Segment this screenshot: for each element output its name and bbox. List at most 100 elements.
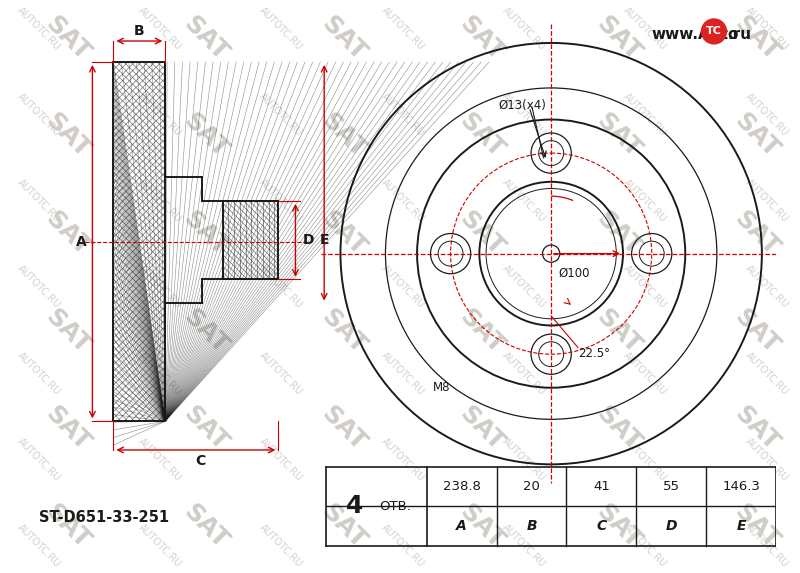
Text: Ø100: Ø100: [559, 267, 590, 280]
Text: SAT: SAT: [178, 206, 233, 261]
Text: SAT: SAT: [592, 11, 646, 65]
Text: A: A: [456, 519, 467, 533]
Text: AUTOTC.RU: AUTOTC.RU: [15, 350, 62, 397]
Text: AUTOTC.RU: AUTOTC.RU: [501, 350, 547, 397]
Text: SAT: SAT: [592, 304, 646, 358]
Text: SAT: SAT: [178, 304, 233, 358]
Text: AUTOTC.RU: AUTOTC.RU: [379, 523, 426, 569]
Text: AUTOTC.RU: AUTOTC.RU: [622, 350, 669, 397]
Text: AUTOTC.RU: AUTOTC.RU: [379, 178, 426, 225]
Text: SAT: SAT: [41, 304, 94, 358]
Circle shape: [702, 19, 726, 44]
Text: AUTOTC.RU: AUTOTC.RU: [379, 91, 426, 138]
Text: AUTOTC.RU: AUTOTC.RU: [743, 178, 790, 225]
Text: E: E: [319, 233, 329, 247]
Text: SAT: SAT: [41, 11, 94, 65]
Text: SAT: SAT: [41, 402, 94, 456]
Text: AUTOTC.RU: AUTOTC.RU: [379, 5, 426, 52]
Text: AUTOTC.RU: AUTOTC.RU: [258, 264, 305, 311]
Text: AUTOTC.RU: AUTOTC.RU: [501, 436, 547, 483]
Text: SAT: SAT: [592, 206, 646, 261]
Text: TC: TC: [706, 26, 722, 37]
Text: C: C: [596, 519, 606, 533]
Text: AUTOTC.RU: AUTOTC.RU: [137, 436, 183, 483]
Text: SAT: SAT: [454, 402, 508, 456]
Text: AUTOTC.RU: AUTOTC.RU: [622, 91, 669, 138]
Text: SAT: SAT: [178, 109, 233, 163]
Text: AUTOTC.RU: AUTOTC.RU: [258, 178, 305, 225]
Text: AUTOTC.RU: AUTOTC.RU: [501, 178, 547, 225]
Text: SAT: SAT: [454, 11, 508, 65]
Text: AUTOTC.RU: AUTOTC.RU: [258, 350, 305, 397]
Text: AUTOTC.RU: AUTOTC.RU: [622, 5, 669, 52]
Text: SAT: SAT: [730, 206, 784, 261]
Text: AUTOTC.RU: AUTOTC.RU: [137, 91, 183, 138]
Text: SAT: SAT: [592, 500, 646, 554]
Text: AUTOTC.RU: AUTOTC.RU: [137, 264, 183, 311]
Text: AUTOTC.RU: AUTOTC.RU: [622, 178, 669, 225]
Text: AUTOTC.RU: AUTOTC.RU: [501, 264, 547, 311]
Text: AUTOTC.RU: AUTOTC.RU: [743, 350, 790, 397]
Text: SAT: SAT: [316, 402, 370, 456]
Text: AUTOTC.RU: AUTOTC.RU: [379, 436, 426, 483]
Text: B: B: [526, 519, 537, 533]
Text: ОТВ.: ОТВ.: [379, 500, 411, 513]
Text: AUTOTC.RU: AUTOTC.RU: [622, 436, 669, 483]
Text: SAT: SAT: [41, 500, 94, 554]
Text: AUTOTC.RU: AUTOTC.RU: [501, 523, 547, 569]
Text: SAT: SAT: [454, 500, 508, 554]
Text: SAT: SAT: [730, 109, 784, 163]
Text: SAT: SAT: [41, 109, 94, 163]
Text: 22.5°: 22.5°: [578, 347, 610, 360]
Text: SAT: SAT: [730, 402, 784, 456]
Text: AUTOTC.RU: AUTOTC.RU: [258, 436, 305, 483]
Text: D: D: [666, 519, 677, 533]
Text: 55: 55: [663, 480, 680, 493]
Text: www.Auto: www.Auto: [652, 27, 739, 42]
Text: SAT: SAT: [730, 500, 784, 554]
Text: SAT: SAT: [454, 206, 508, 261]
Text: SAT: SAT: [730, 11, 784, 65]
Text: 146.3: 146.3: [722, 480, 760, 493]
Text: AUTOTC.RU: AUTOTC.RU: [622, 523, 669, 569]
Text: SAT: SAT: [178, 402, 233, 456]
Text: SAT: SAT: [454, 109, 508, 163]
Text: SAT: SAT: [316, 206, 370, 261]
Text: AUTOTC.RU: AUTOTC.RU: [258, 5, 305, 52]
Text: ST-D651-33-251: ST-D651-33-251: [38, 509, 169, 524]
Text: SAT: SAT: [316, 109, 370, 163]
Text: AUTOTC.RU: AUTOTC.RU: [137, 350, 183, 397]
Text: AUTOTC.RU: AUTOTC.RU: [15, 5, 62, 52]
Text: AUTOTC.RU: AUTOTC.RU: [743, 91, 790, 138]
Text: 20: 20: [523, 480, 540, 493]
Text: AUTOTC.RU: AUTOTC.RU: [15, 178, 62, 225]
Text: AUTOTC.RU: AUTOTC.RU: [743, 264, 790, 311]
Text: SAT: SAT: [592, 402, 646, 456]
Text: C: C: [195, 454, 206, 469]
Text: AUTOTC.RU: AUTOTC.RU: [137, 5, 183, 52]
Text: SAT: SAT: [178, 500, 233, 554]
Text: D: D: [303, 233, 314, 247]
Text: B: B: [134, 25, 145, 38]
Text: AUTOTC.RU: AUTOTC.RU: [743, 5, 790, 52]
Text: AUTOTC.RU: AUTOTC.RU: [379, 264, 426, 311]
Text: SAT: SAT: [730, 304, 784, 358]
Text: SAT: SAT: [316, 304, 370, 358]
Text: AUTOTC.RU: AUTOTC.RU: [743, 523, 790, 569]
Text: SAT: SAT: [41, 206, 94, 261]
Text: SAT: SAT: [316, 11, 370, 65]
Text: M8: M8: [434, 381, 451, 394]
Text: Ø13(x4): Ø13(x4): [498, 99, 546, 112]
Text: AUTOTC.RU: AUTOTC.RU: [15, 523, 62, 569]
Text: AUTOTC.RU: AUTOTC.RU: [15, 264, 62, 311]
Text: AUTOTC.RU: AUTOTC.RU: [15, 436, 62, 483]
Text: AUTOTC.RU: AUTOTC.RU: [379, 350, 426, 397]
Text: AUTOTC.RU: AUTOTC.RU: [15, 91, 62, 138]
Text: AUTOTC.RU: AUTOTC.RU: [258, 523, 305, 569]
Text: 41: 41: [593, 480, 610, 493]
Text: AUTOTC.RU: AUTOTC.RU: [622, 264, 669, 311]
Text: .ru: .ru: [727, 27, 751, 42]
Text: AUTOTC.RU: AUTOTC.RU: [137, 523, 183, 569]
Text: A: A: [75, 235, 86, 249]
Text: SAT: SAT: [454, 304, 508, 358]
